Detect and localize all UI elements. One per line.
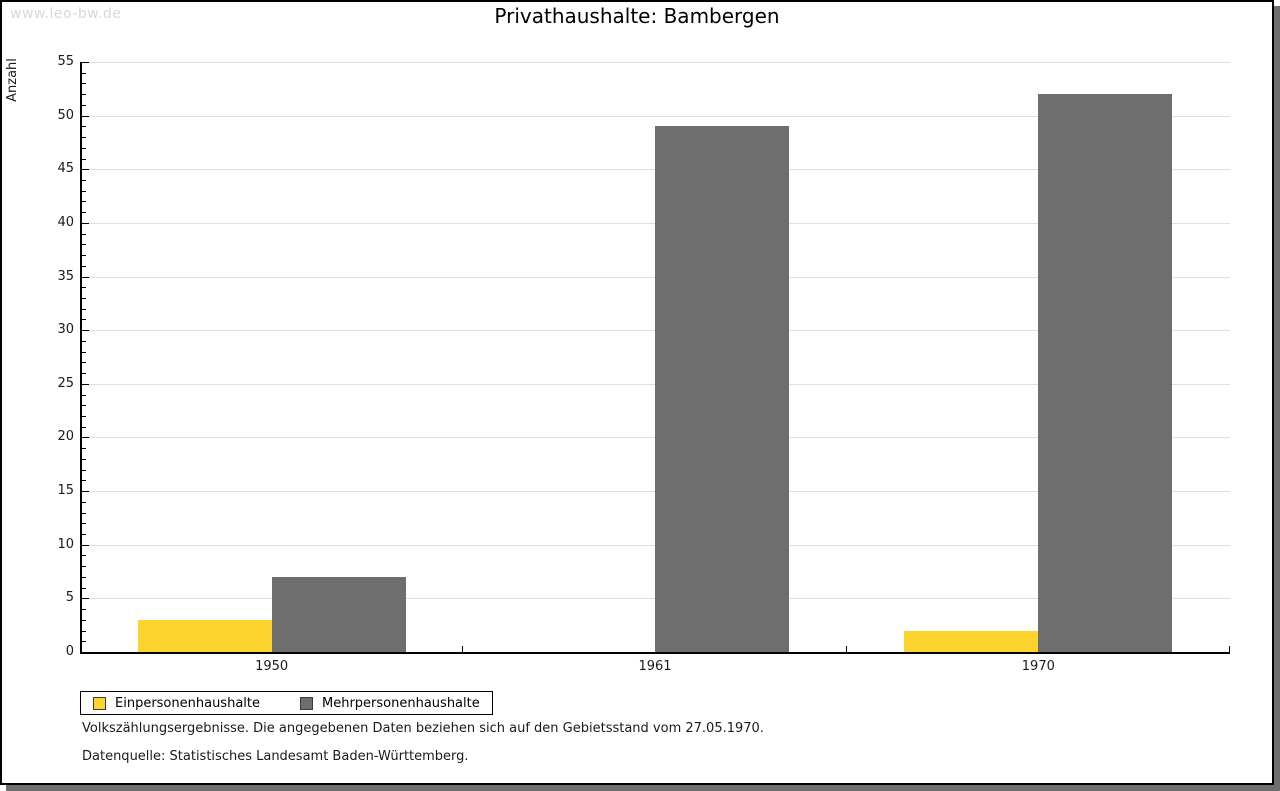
bar-mehrpersonenhaushalte-1950	[271, 576, 406, 652]
y-minor-tick-36	[82, 265, 86, 267]
y-minor-tick-53	[82, 83, 86, 85]
y-minor-tick-29	[82, 340, 86, 342]
y-minor-tick-16	[82, 480, 86, 482]
y-minor-tick-7	[82, 576, 86, 578]
x-boundary-tick-2	[845, 646, 847, 652]
x-boundary-tick-3	[1229, 646, 1230, 652]
bar-mehrpersonenhaushalte-1961	[655, 126, 789, 652]
y-major-tick-10	[82, 544, 89, 546]
y-minor-tick-32	[82, 308, 86, 310]
y-minor-tick-18	[82, 458, 86, 460]
x-tick-label-1950: 1950	[255, 659, 289, 674]
x-axis-line	[80, 652, 1230, 654]
y-major-tick-30	[82, 330, 89, 332]
y-tick-label-5: 5	[65, 590, 74, 606]
y-major-tick-45	[82, 169, 89, 171]
y-minor-tick-19	[82, 448, 86, 450]
legend-label-mehrpersonenhaushalte: Mehrpersonenhaushalte	[322, 695, 480, 711]
y-minor-tick-52	[82, 94, 86, 96]
y-minor-tick-38	[82, 244, 86, 246]
legend-swatch-einpersonenhaushalte	[93, 696, 106, 710]
y-minor-tick-26	[82, 373, 86, 375]
x-tick-label-1961: 1961	[638, 659, 672, 674]
footnote-census: Volkszählungsergebnisse. Die angegebenen…	[82, 721, 764, 736]
legend-swatch-mehrpersonenhaushalte	[300, 696, 313, 710]
x-boundary-tick-1	[462, 646, 464, 652]
y-minor-tick-1	[82, 641, 86, 643]
y-major-tick-15	[82, 491, 89, 493]
y-minor-tick-51	[82, 104, 86, 106]
y-minor-tick-37	[82, 255, 86, 257]
plot-area: 1950 1961 1970 0 5 10 15 20 25 30 35 40 45 50 55	[2, 2, 1272, 783]
y-minor-tick-33	[82, 298, 86, 299]
footnote-source: Datenquelle: Statistisches Landesamt Bad…	[82, 749, 469, 764]
y-minor-tick-46	[82, 158, 86, 160]
y-major-tick-0	[82, 652, 89, 653]
y-tick-label-20: 20	[57, 429, 74, 445]
y-tick-label-25: 25	[57, 375, 74, 391]
y-major-tick-55	[82, 62, 89, 63]
y-minor-tick-24	[82, 394, 86, 396]
y-minor-tick-31	[82, 319, 86, 321]
y-minor-tick-6	[82, 587, 86, 589]
y-minor-tick-8	[82, 566, 86, 568]
y-axis-line	[80, 62, 82, 654]
y-minor-tick-4	[82, 609, 86, 611]
bar-mehrpersonenhaushalte-1970	[1038, 94, 1173, 652]
y-major-tick-35	[82, 276, 89, 278]
y-major-tick-25	[82, 383, 89, 385]
y-minor-tick-9	[82, 555, 86, 557]
y-minor-tick-47	[82, 147, 86, 149]
y-minor-tick-23	[82, 405, 86, 407]
x-tick-label-1970: 1970	[1021, 659, 1055, 674]
y-tick-label-10: 10	[57, 536, 74, 552]
y-minor-tick-12	[82, 523, 86, 525]
y-minor-tick-14	[82, 501, 86, 503]
y-minor-tick-44	[82, 180, 86, 181]
y-minor-tick-27	[82, 362, 86, 364]
y-minor-tick-43	[82, 190, 86, 192]
legend-item-einpersonenhaushalte: Einpersonenhaushalte	[93, 696, 260, 711]
y-major-tick-50	[82, 115, 89, 117]
y-tick-label-50: 50	[57, 107, 74, 123]
footnotes: Volkszählungsergebnisse. Die angegebenen…	[82, 721, 764, 777]
y-minor-tick-42	[82, 201, 86, 203]
y-major-tick-40	[82, 222, 89, 224]
y-minor-tick-17	[82, 469, 86, 471]
y-minor-tick-2	[82, 630, 86, 632]
legend-label-einpersonenhaushalte: Einpersonenhaushalte	[115, 695, 260, 711]
y-minor-tick-49	[82, 126, 86, 128]
y-tick-label-0: 0	[65, 644, 74, 659]
y-minor-tick-21	[82, 426, 86, 428]
y-minor-tick-34	[82, 287, 86, 289]
y-minor-tick-22	[82, 416, 86, 417]
y-minor-tick-48	[82, 137, 86, 139]
legend-item-mehrpersonenhaushalte: Mehrpersonenhaushalte	[300, 696, 480, 711]
watermark-leo-bw: www.leo-bw.de	[10, 6, 122, 22]
y-tick-label-30: 30	[57, 322, 74, 338]
bar-einpersonenhaushalte-1950	[137, 619, 272, 652]
bar-einpersonenhaushalte-1970	[904, 630, 1039, 652]
legend: Einpersonenhaushalte Mehrpersonenhaushalt…	[80, 691, 493, 715]
y-minor-tick-41	[82, 212, 86, 214]
y-tick-label-15: 15	[57, 483, 74, 499]
y-minor-tick-28	[82, 351, 86, 353]
gridline-50	[80, 115, 1230, 117]
y-major-tick-5	[82, 598, 89, 600]
y-tick-label-55: 55	[57, 54, 74, 69]
y-tick-label-35: 35	[57, 268, 74, 284]
y-minor-tick-11	[82, 534, 86, 535]
chart-title: Privathaushalte: Bambergen	[494, 4, 780, 28]
y-minor-tick-13	[82, 512, 86, 514]
y-tick-label-45: 45	[57, 161, 74, 177]
y-minor-tick-3	[82, 619, 86, 621]
gridline-55	[80, 62, 1230, 63]
y-minor-tick-39	[82, 233, 86, 235]
y-minor-tick-54	[82, 72, 86, 74]
y-major-tick-20	[82, 437, 89, 439]
y-tick-label-40: 40	[57, 214, 74, 230]
